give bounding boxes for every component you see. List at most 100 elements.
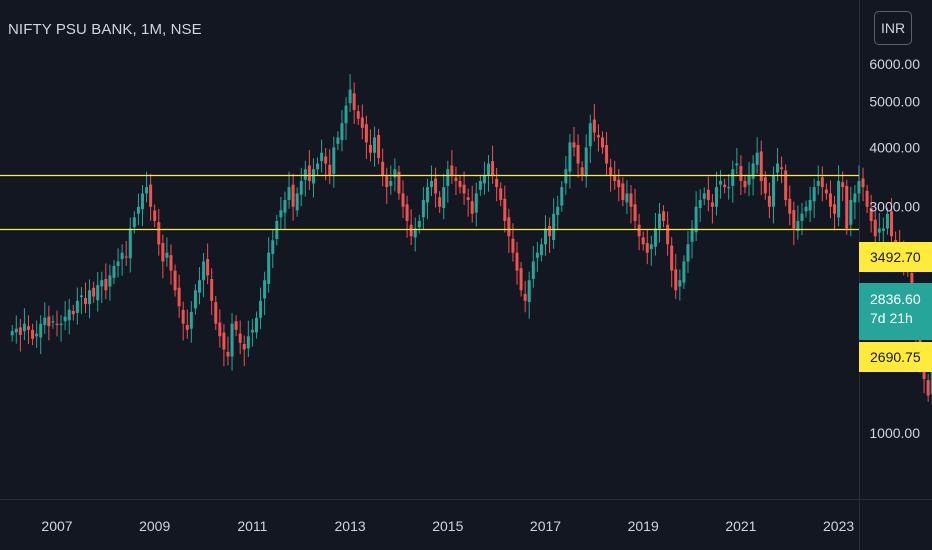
candle-body xyxy=(316,163,320,170)
candle-body xyxy=(454,177,458,181)
candle-body xyxy=(206,259,210,276)
candle-body xyxy=(474,193,478,213)
candle-body xyxy=(230,323,234,357)
candle-body xyxy=(417,220,421,228)
x-tick-label: 2023 xyxy=(823,518,854,534)
x-tick-label: 2007 xyxy=(41,518,72,534)
y-tick-label: 1000.00 xyxy=(869,425,920,441)
candle-body xyxy=(719,180,723,185)
candle-body xyxy=(796,220,800,231)
candle-body xyxy=(491,161,495,176)
candle-body xyxy=(328,164,332,176)
candle-body xyxy=(446,169,450,186)
candle-body xyxy=(804,206,808,212)
candle-body xyxy=(413,228,417,238)
candle-body xyxy=(145,187,149,194)
candle-body xyxy=(755,152,759,165)
candle-body xyxy=(572,142,576,148)
candle-body xyxy=(666,224,670,245)
candle-body xyxy=(743,180,747,188)
candle-body xyxy=(466,197,470,200)
candle-body xyxy=(348,89,352,104)
candle-body xyxy=(637,224,641,237)
candle-body xyxy=(254,317,258,333)
candle-body xyxy=(710,202,714,207)
y-tick-label: 4000.00 xyxy=(869,140,920,156)
candle-body xyxy=(609,167,613,176)
candle-body xyxy=(861,178,865,188)
candle-body xyxy=(678,280,682,287)
candle-body xyxy=(495,178,499,188)
candle-body xyxy=(588,123,592,147)
candle-body xyxy=(63,316,67,322)
candle-body xyxy=(299,180,303,195)
candle-body xyxy=(344,105,348,124)
candle-body xyxy=(442,187,446,208)
candle-body xyxy=(552,213,556,240)
candle-body xyxy=(430,180,434,188)
candle-body xyxy=(242,343,246,350)
candle-body xyxy=(556,206,560,215)
candle-body xyxy=(837,180,841,218)
candle-body xyxy=(714,187,718,207)
candle-body xyxy=(511,238,515,253)
candle-body xyxy=(214,302,218,324)
candle-body xyxy=(35,333,39,337)
candle-body xyxy=(352,93,356,110)
candle-body xyxy=(780,167,784,170)
candle-body xyxy=(43,317,47,325)
candle-body xyxy=(336,137,340,144)
candle-body xyxy=(503,198,507,221)
y-tick-label: 3000.00 xyxy=(869,199,920,215)
candle-body xyxy=(478,180,482,190)
candle-body xyxy=(694,206,698,233)
candle-body xyxy=(373,137,377,153)
candle-body xyxy=(385,176,389,188)
candle-body xyxy=(295,193,299,211)
currency-button[interactable]: INR xyxy=(874,11,912,45)
candle-body xyxy=(311,169,315,184)
candle-body xyxy=(100,280,104,287)
candle-body xyxy=(149,184,153,207)
candle-body xyxy=(210,279,214,301)
x-tick-label: 2011 xyxy=(237,518,267,534)
candle-body xyxy=(499,188,503,200)
candle-body xyxy=(120,252,124,260)
candle-body xyxy=(79,295,83,298)
y-tick-label: 5000.00 xyxy=(869,94,920,110)
candle-body xyxy=(10,331,14,336)
x-tick-label: 2013 xyxy=(335,518,366,534)
candle-body xyxy=(723,184,727,188)
candle-body xyxy=(157,222,161,245)
candle-body xyxy=(531,261,535,279)
candle-body xyxy=(438,197,442,207)
candle-body xyxy=(576,145,580,164)
candle-body xyxy=(706,189,710,200)
candle-body xyxy=(368,144,372,153)
candle-body xyxy=(792,210,796,229)
x-tick-label: 2019 xyxy=(628,518,659,534)
candle-body xyxy=(869,207,873,221)
candle-body xyxy=(800,213,804,221)
candle-body xyxy=(108,275,112,287)
candle-body xyxy=(596,135,600,138)
candle-body xyxy=(307,165,311,181)
candle-body xyxy=(177,287,181,307)
candle-body xyxy=(865,190,869,207)
last-price-value: 2836.60 xyxy=(870,291,921,307)
candle-body xyxy=(59,323,63,325)
candle-body xyxy=(51,321,55,323)
candle-body xyxy=(698,199,702,208)
candle-body xyxy=(55,323,59,325)
candle-body xyxy=(625,193,629,203)
candle-body xyxy=(515,252,519,271)
y-tick-label: 6000.00 xyxy=(869,56,920,72)
candle-body xyxy=(14,328,18,333)
candle-body xyxy=(397,171,401,194)
candle-body xyxy=(828,193,832,207)
candle-body xyxy=(320,152,324,162)
candle-body xyxy=(548,225,552,237)
candle-body xyxy=(544,228,547,245)
candle-body xyxy=(841,182,845,188)
